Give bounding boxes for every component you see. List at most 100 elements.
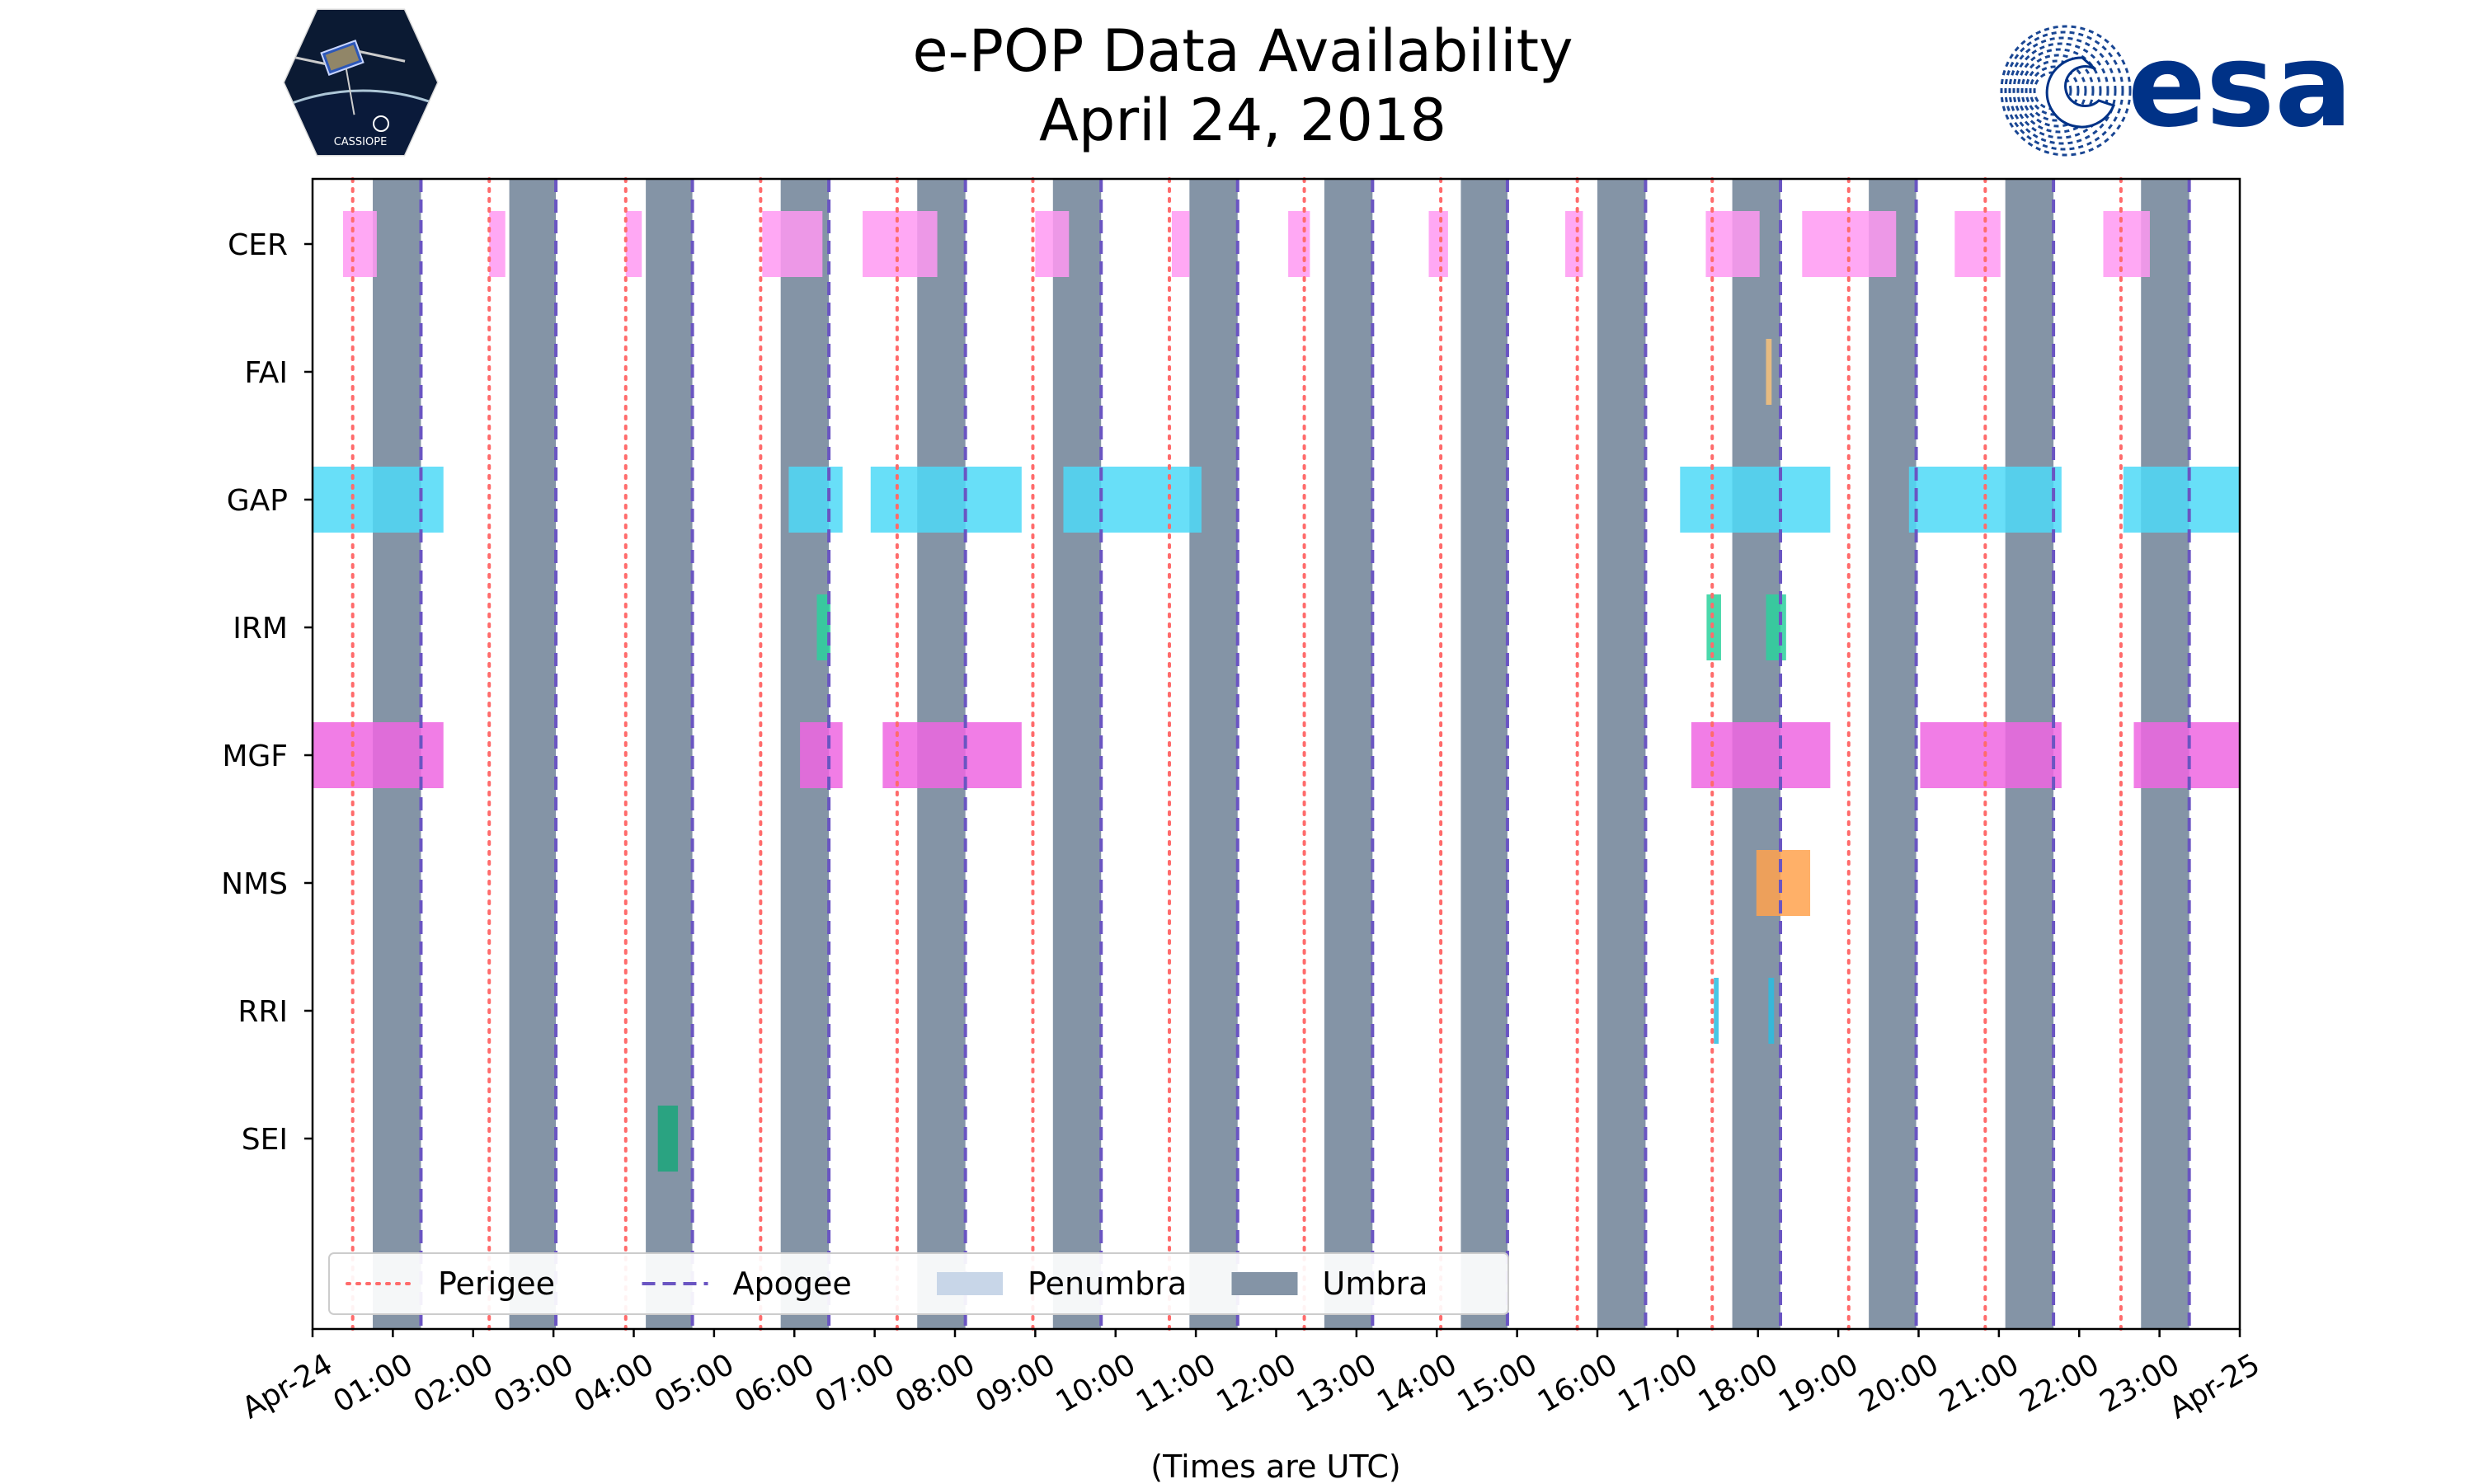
gap-segment-2	[870, 467, 1022, 533]
cer-segment-6	[1171, 211, 1190, 277]
esa-swirl-ring-0	[2000, 25, 2132, 157]
legend-box	[328, 1252, 1509, 1315]
cassiope-logo-text: CASSIOPE	[334, 136, 388, 148]
x-tick-label-18: 18:00	[1693, 1347, 1784, 1419]
legend: Perigee Apogee Penumbra Umbra	[328, 1252, 1509, 1315]
x-tick-label-0: Apr-24	[237, 1347, 338, 1425]
x-tick-label-11: 11:00	[1131, 1347, 1221, 1419]
x-tick-label-5: 05:00	[649, 1347, 740, 1419]
y-tick-label-irm: IRM	[233, 612, 288, 646]
umbra-band-7	[1324, 179, 1373, 1329]
esa-swirl-ring-1	[2004, 31, 2124, 151]
gap-segment-0	[313, 467, 444, 533]
legend-label-apogee: Apogee	[733, 1266, 852, 1302]
y-tick-label-rri: RRI	[238, 995, 288, 1029]
esa-swirl-e	[2045, 56, 2116, 129]
x-tick-label-19: 19:00	[1773, 1347, 1864, 1419]
y-tick-label-fai: FAI	[244, 356, 288, 390]
legend-swatch-umbra	[1231, 1272, 1298, 1295]
esa-swirl-ring-6	[2025, 59, 2087, 122]
data-segments	[313, 211, 2240, 1172]
umbra-band-5	[1052, 179, 1102, 1329]
cer-segment-1	[489, 211, 506, 277]
cer-segment-4	[863, 211, 938, 277]
x-tick-label-15: 15:00	[1452, 1347, 1543, 1419]
irm-segment-1	[1706, 594, 1721, 660]
mgf-segment-0	[313, 722, 444, 788]
x-tick-label-24: Apr-25	[2164, 1347, 2265, 1425]
cer-segment-7	[1288, 211, 1310, 277]
cer-segment-10	[1705, 211, 1760, 277]
umbra-band-8	[1460, 179, 1507, 1329]
esa-swirl-ring-2	[2008, 36, 2117, 145]
nms-segment-0	[1756, 850, 1811, 916]
gap-segment-4	[1680, 467, 1831, 533]
irm-segment-2	[1766, 594, 1786, 660]
x-tick-label-13: 13:00	[1291, 1347, 1382, 1419]
cer-segment-12	[1954, 211, 2001, 277]
legend-swatch-penumbra	[937, 1272, 1003, 1295]
x-tick-label-22: 22:00	[2014, 1347, 2105, 1419]
legend-label-penumbra: Penumbra	[1028, 1266, 1187, 1302]
legend-label-perigee: Perigee	[438, 1266, 555, 1302]
cer-segment-3	[762, 211, 823, 277]
x-tick-label-7: 07:00	[810, 1347, 901, 1419]
cer-segment-8	[1428, 211, 1448, 277]
umbra-band-11	[1869, 179, 1917, 1329]
irm-segment-0	[816, 594, 831, 660]
x-tick-label-12: 12:00	[1211, 1347, 1301, 1419]
chart-title-line1: e-POP Data Availability	[912, 17, 1573, 85]
esa-logo: esa	[2000, 19, 2353, 157]
x-tick-label-14: 14:00	[1371, 1347, 1462, 1419]
umbra-band-9	[1597, 179, 1646, 1329]
x-tick-label-10: 10:00	[1051, 1347, 1141, 1419]
x-tick-label-20: 20:00	[1853, 1347, 1944, 1419]
umbra-band-6	[1189, 179, 1238, 1329]
x-tick-label-2: 02:00	[408, 1347, 499, 1419]
y-axis: CER FAI GAP IRM MGF NMS RRI SEI	[221, 228, 313, 1157]
x-tick-label-21: 21:00	[1934, 1347, 2025, 1419]
x-tick-label-6: 06:00	[729, 1347, 820, 1419]
plot-area: CER FAI GAP IRM MGF NMS RRI SEI Apr-2401:0002:0…	[221, 177, 2265, 1425]
sei-segment-0	[657, 1106, 679, 1172]
y-tick-label-sei: SEI	[242, 1123, 288, 1157]
x-tick-label-3: 03:00	[488, 1347, 579, 1419]
rri-segment-1	[1768, 978, 1775, 1044]
x-tick-label-8: 08:00	[890, 1347, 981, 1419]
orbit-lines	[350, 177, 2191, 1331]
mgf-segment-4	[1920, 722, 2062, 788]
x-axis-label: (Times are UTC)	[1150, 1449, 1400, 1484]
x-tick-label-4: 04:00	[568, 1347, 659, 1419]
esa-swirl-ring-4	[2016, 48, 2102, 134]
cer-segment-5	[1035, 211, 1070, 277]
mgf-segment-1	[800, 722, 843, 788]
umbra-band-1	[509, 179, 557, 1329]
rri-segment-0	[1714, 978, 1719, 1044]
chart-title-line2: April 24, 2018	[1039, 87, 1446, 154]
gap-segment-6	[2123, 467, 2240, 533]
x-tick-label-1: 01:00	[327, 1347, 418, 1419]
esa-logo-text: esa	[2128, 19, 2353, 153]
x-tick-label-16: 16:00	[1532, 1347, 1623, 1419]
cer-segment-0	[343, 211, 377, 277]
mgf-segment-5	[2133, 722, 2240, 788]
y-tick-label-mgf: MGF	[222, 740, 288, 773]
cassiope-logo: CASSIOPE	[283, 8, 439, 157]
y-tick-label-cer: CER	[228, 228, 288, 262]
cer-segment-2	[625, 211, 642, 277]
y-tick-label-gap: GAP	[227, 484, 288, 518]
esa-swirl-ring-3	[2012, 42, 2109, 139]
gap-segment-1	[788, 467, 843, 533]
x-axis: Apr-2401:0002:0003:0004:0005:0006:0007:0…	[237, 1329, 2265, 1425]
y-tick-label-nms: NMS	[221, 867, 288, 901]
cer-segment-9	[1565, 211, 1583, 277]
x-tick-label-17: 17:00	[1612, 1347, 1703, 1419]
gap-segment-3	[1063, 467, 1202, 533]
esa-swirl-icon	[2000, 25, 2132, 157]
x-tick-label-9: 09:00	[970, 1347, 1061, 1419]
fai-segment-0	[1766, 339, 1772, 405]
cer-segment-13	[2103, 211, 2150, 277]
esa-swirl-ring-5	[2020, 54, 2095, 128]
mgf-segment-3	[1691, 722, 1831, 788]
